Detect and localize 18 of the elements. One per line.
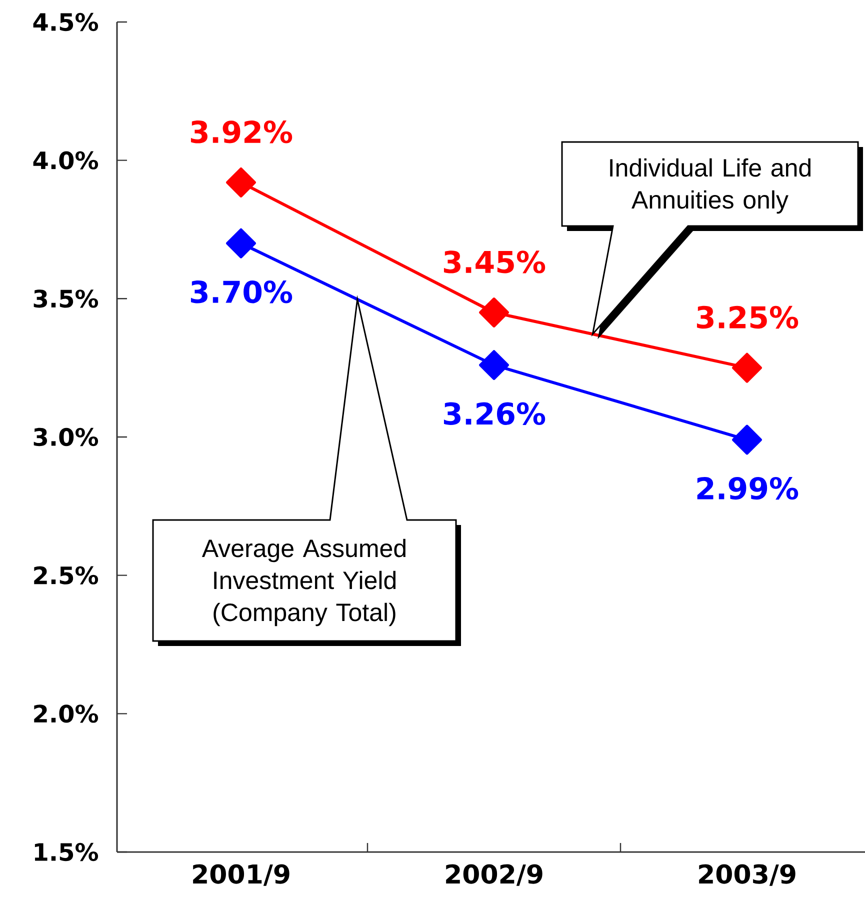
annotation: Average Assumed Investment Yield (Company Total) [202, 538, 406, 626]
annotation: Individual Life and Annuities only [610, 158, 810, 214]
y-tick-label: 4.0% [33, 151, 98, 170]
data-label: 3.26% [444, 402, 546, 425]
data-label: 3.45% [444, 250, 546, 274]
x-tick-label: 2001/9 [193, 864, 290, 886]
y-tick-label: 3.0% [34, 428, 98, 446]
y-tick-label: 2.0% [34, 704, 98, 723]
data-label: 3.92% [190, 120, 292, 144]
x-tick-label: 2002/9 [446, 864, 542, 886]
data-label: 3.70% [190, 280, 292, 304]
y-tick-label: 4.5% [33, 12, 98, 32]
y-tick-label: 3.5% [34, 290, 98, 308]
x-tick-label: 2003/9 [699, 864, 796, 886]
y-tick-label: 2.5% [34, 566, 98, 584]
data-label: 2.99% [697, 476, 798, 500]
y-tick-label: 1.5% [34, 842, 98, 862]
data-label: 3.25% [696, 306, 798, 329]
